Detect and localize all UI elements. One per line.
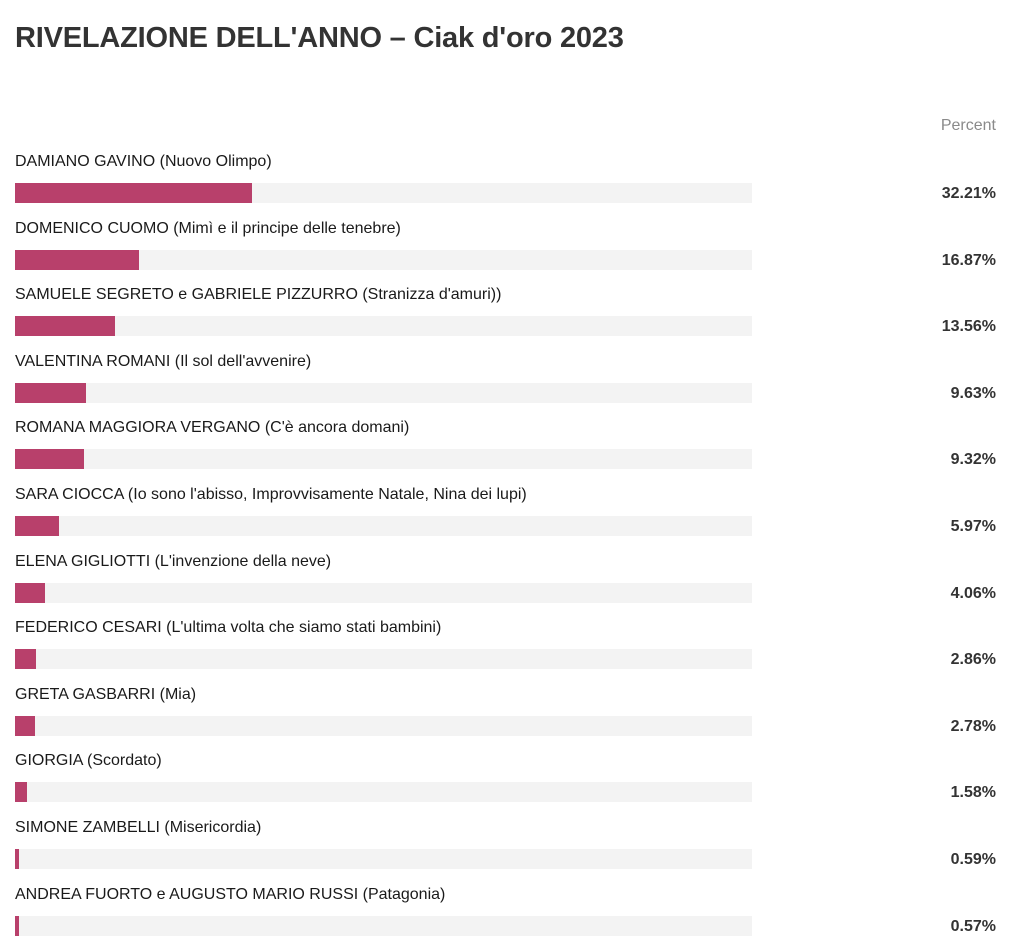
bar-row: DAMIANO GAVINO (Nuovo Olimpo) 32.21%	[0, 150, 1024, 217]
value-column-header: Percent	[940, 117, 996, 134]
bar-track	[15, 249, 752, 270]
bar-label: ANDREA FUORTO e AUGUSTO MARIO RUSSI (Pat…	[15, 885, 446, 903]
bar-track	[15, 382, 752, 403]
bar	[15, 649, 37, 670]
bar-label: SAMUELE SEGRETO e GABRIELE PIZZURRO (Str…	[15, 286, 502, 304]
bar-row: SAMUELE SEGRETO e GABRIELE PIZZURRO (Str…	[0, 283, 1024, 350]
bar-value-label: 9.32%	[950, 451, 996, 469]
bar-value-label: 5.97%	[950, 517, 996, 535]
bar	[15, 848, 20, 869]
bar-value-label: 2.78%	[950, 717, 996, 735]
bar-label: SIMONE ZAMBELLI (Misericordia)	[15, 818, 262, 836]
bar-track	[15, 715, 752, 736]
bar-track	[15, 515, 752, 536]
bar-value-label: 1.58%	[950, 784, 996, 802]
bar-label: VALENTINA ROMANI (Il sol dell'avvenire)	[15, 352, 312, 370]
bar	[15, 715, 36, 736]
chart-title: RIVELAZIONE DELL'ANNO – Ciak d'oro 2023	[15, 22, 624, 54]
bar-value-label: 0.59%	[950, 850, 996, 868]
bar-label: GRETA GASBARRI (Mia)	[15, 685, 197, 703]
bar	[15, 449, 84, 470]
bar	[15, 515, 59, 536]
bar-row: ANDREA FUORTO e AUGUSTO MARIO RUSSI (Pat…	[0, 883, 1024, 949]
bar-row: SARA CIOCCA (Io sono l'abisso, Improvvis…	[0, 483, 1024, 550]
bar-value-label: 0.57%	[950, 917, 996, 935]
bar-rows: DAMIANO GAVINO (Nuovo Olimpo) 32.21% DOMEN…	[0, 150, 1024, 949]
bar-row: ELENA GIGLIOTTI (L'invenzione della neve…	[0, 550, 1024, 617]
bar-track	[15, 582, 752, 603]
bar-label: FEDERICO CESARI (L'ultima volta che siam…	[15, 619, 442, 637]
bar-track	[15, 848, 752, 869]
bar-row: DOMENICO CUOMO (Mimì e il principe delle…	[0, 217, 1024, 284]
bar-track	[15, 449, 752, 470]
bar-track	[15, 649, 752, 670]
bar	[15, 183, 253, 203]
bar	[15, 582, 45, 603]
bar	[15, 382, 86, 403]
bar-value-label: 9.63%	[950, 384, 996, 402]
bar-label: ELENA GIGLIOTTI (L'invenzione della neve…	[15, 552, 332, 570]
bar-row: GRETA GASBARRI (Mia) 2.78%	[0, 683, 1024, 750]
bar	[15, 316, 115, 337]
bar-row: VALENTINA ROMANI (Il sol dell'avvenire) 9…	[0, 350, 1024, 417]
bar-track	[15, 316, 752, 337]
bar	[15, 782, 27, 803]
bar-value-label: 4.06%	[950, 584, 996, 602]
bar-label: DOMENICO CUOMO (Mimì e il principe delle…	[15, 219, 401, 237]
bar-track	[15, 915, 752, 936]
bar-value-label: 16.87%	[941, 251, 996, 269]
bar-label: DAMIANO GAVINO (Nuovo Olimpo)	[15, 153, 272, 170]
bar-row: SIMONE ZAMBELLI (Misericordia) 0.59%	[0, 816, 1024, 883]
bar-track	[15, 782, 752, 803]
bar-track	[15, 183, 752, 203]
bar-value-label: 13.56%	[941, 318, 996, 336]
bar-label: SARA CIOCCA (Io sono l'abisso, Improvvis…	[15, 485, 527, 503]
bar-row: FEDERICO CESARI (L'ultima volta che siam…	[0, 616, 1024, 683]
bar-value-label: 2.86%	[950, 651, 996, 669]
bar-label: GIORGIA (Scordato)	[15, 752, 162, 770]
bar-value-label: 32.21%	[941, 185, 996, 202]
bar-label: ROMANA MAGGIORA VERGANO (C'è ancora doma…	[15, 419, 410, 437]
bar	[15, 249, 140, 270]
bar-row: ROMANA MAGGIORA VERGANO (C'è ancora doma…	[0, 416, 1024, 483]
bar	[15, 915, 20, 936]
bar-row: GIORGIA (Scordato) 1.58%	[0, 749, 1024, 816]
